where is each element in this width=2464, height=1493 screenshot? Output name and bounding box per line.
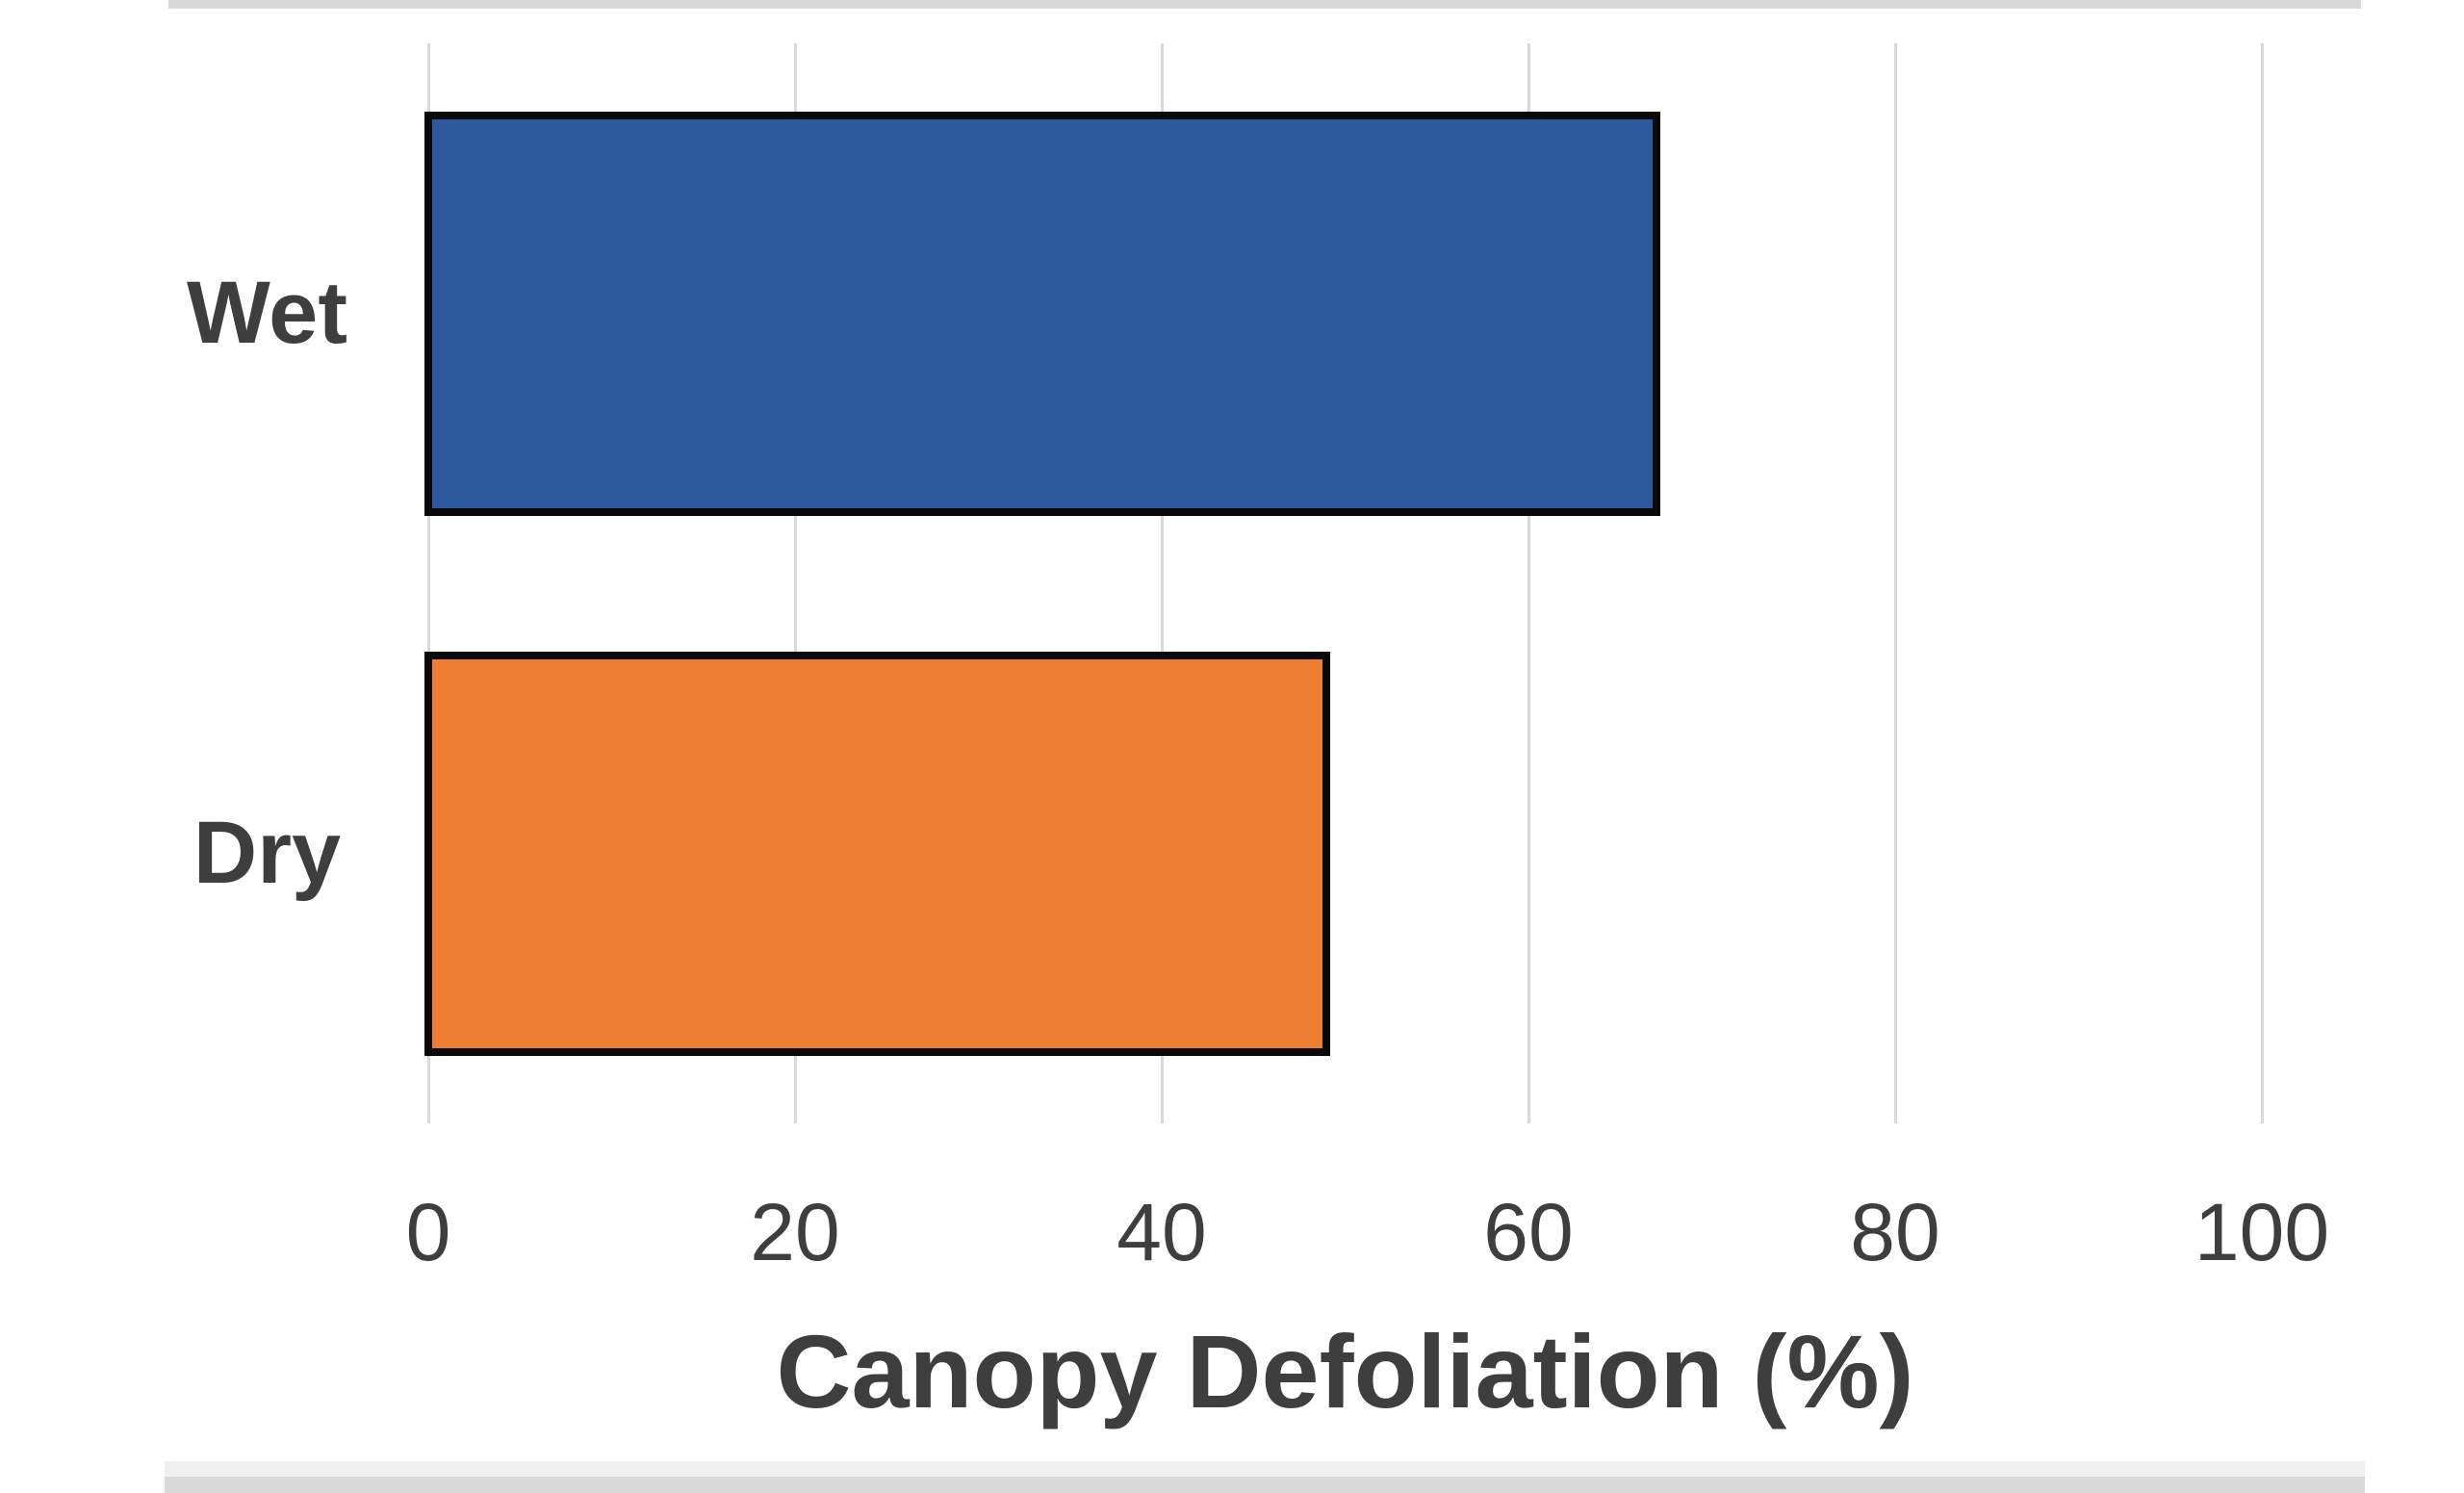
page-bottom-edge-light: [165, 1461, 2365, 1477]
x-tick-label-60: 60: [1483, 1186, 1574, 1277]
category-label-dry: Dry: [192, 804, 342, 902]
page-bottom-edge-divider: [165, 1477, 2365, 1493]
bar-wet: [424, 111, 1661, 516]
x-tick-label-80: 80: [1850, 1186, 1940, 1277]
x-tick-label-100: 100: [2194, 1186, 2330, 1277]
x-tick-label-20: 20: [750, 1186, 840, 1277]
plot-area: [424, 43, 2264, 1123]
gridline-x-60: [1527, 43, 1530, 1123]
gridline-x-80: [1893, 43, 1897, 1123]
x-tick-label-40: 40: [1116, 1186, 1207, 1277]
gridline-x-40: [1160, 43, 1164, 1123]
x-axis-title: Canopy Defoliation (%): [776, 1313, 1914, 1429]
category-label-wet: Wet: [187, 264, 347, 362]
gridline-x-100: [2260, 43, 2264, 1123]
page-top-edge-divider: [168, 0, 2361, 9]
bar-dry: [424, 651, 1331, 1056]
gridline-x-20: [793, 43, 797, 1123]
x-tick-label-0: 0: [405, 1186, 451, 1277]
gridline-x-0: [426, 43, 430, 1123]
